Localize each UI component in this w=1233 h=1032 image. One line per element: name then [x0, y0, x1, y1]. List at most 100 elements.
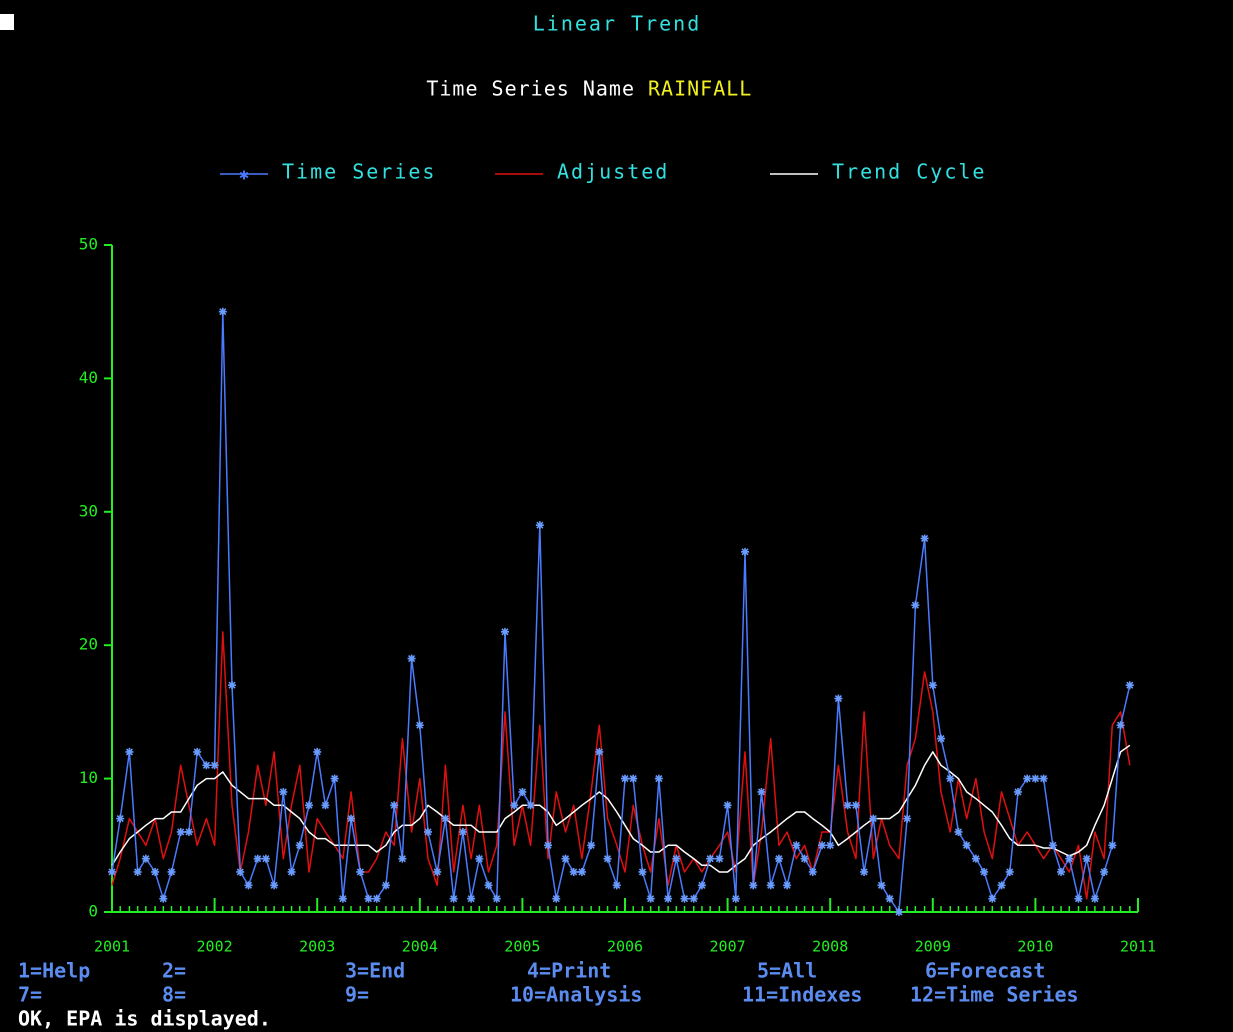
data-point [424, 827, 433, 836]
function-key: 10=Analysis [510, 983, 642, 1007]
data-point [715, 854, 724, 863]
data-point [561, 854, 570, 863]
data-point [577, 867, 586, 876]
data-point [1100, 867, 1109, 876]
data-point [885, 894, 894, 903]
function-key: 3=End [345, 959, 405, 983]
x-tick-label: 2003 [299, 938, 335, 956]
data-point [971, 854, 980, 863]
data-point [1082, 854, 1091, 863]
data-point [962, 841, 971, 850]
data-point [843, 801, 852, 810]
data-point [151, 867, 160, 876]
data-point [937, 734, 946, 743]
data-point [1074, 894, 1083, 903]
y-tick-label: 20 [79, 635, 98, 654]
data-point [398, 854, 407, 863]
data-point [210, 761, 219, 770]
data-point [664, 894, 673, 903]
data-point [697, 881, 706, 890]
function-key: 4=Print [527, 959, 611, 983]
data-point [988, 894, 997, 903]
data-point [774, 854, 783, 863]
data-point [133, 867, 142, 876]
data-point [364, 894, 373, 903]
x-tick-label: 2004 [402, 938, 438, 956]
data-point [672, 854, 681, 863]
data-point [1057, 867, 1066, 876]
data-point [646, 894, 655, 903]
data-point [270, 881, 279, 890]
data-point [741, 547, 750, 556]
data-point [749, 881, 758, 890]
data-point [475, 854, 484, 863]
data-point [1125, 681, 1134, 690]
data-point [433, 867, 442, 876]
data-point [808, 867, 817, 876]
data-point [458, 827, 467, 836]
data-point [390, 801, 399, 810]
data-point [946, 774, 955, 783]
data-point [1065, 854, 1074, 863]
y-tick-label: 0 [88, 902, 98, 921]
x-tick-label: 2002 [197, 938, 233, 956]
data-point [1031, 774, 1040, 783]
x-tick-label: 2005 [504, 938, 540, 956]
function-key: 9= [345, 983, 369, 1007]
data-point [783, 881, 792, 890]
data-point [228, 681, 237, 690]
data-point [125, 747, 134, 756]
y-tick-label: 10 [79, 768, 98, 787]
data-point [467, 894, 476, 903]
data-point [903, 814, 912, 823]
data-point [629, 774, 638, 783]
x-tick-label: 2009 [915, 938, 951, 956]
data-point [441, 814, 450, 823]
function-key: 8= [162, 983, 186, 1007]
data-point [612, 881, 621, 890]
data-point [218, 307, 227, 316]
data-point [407, 654, 416, 663]
data-point [654, 774, 663, 783]
data-point [706, 854, 715, 863]
data-point [587, 841, 596, 850]
data-point [860, 867, 869, 876]
data-point [928, 681, 937, 690]
data-point [321, 801, 330, 810]
legend-label: Trend Cycle [832, 160, 986, 184]
data-point [680, 894, 689, 903]
data-point [176, 827, 185, 836]
data-point [569, 867, 578, 876]
data-point [244, 881, 253, 890]
data-point [261, 854, 270, 863]
data-point [723, 801, 732, 810]
data-point [141, 854, 150, 863]
data-point [638, 867, 647, 876]
data-point [415, 721, 424, 730]
subtitle-label: Time Series Name [426, 77, 635, 101]
x-tick-label: 2001 [94, 938, 130, 956]
data-point [869, 814, 878, 823]
data-point [689, 894, 698, 903]
data-point [911, 601, 920, 610]
x-tick-label: 2010 [1017, 938, 1053, 956]
data-point [792, 841, 801, 850]
subtitle-value: RAINFALL [648, 77, 752, 101]
data-point [997, 881, 1006, 890]
data-point [279, 787, 288, 796]
function-key: 12=Time Series [910, 983, 1079, 1007]
data-point [330, 774, 339, 783]
data-point [159, 894, 168, 903]
data-point [167, 867, 176, 876]
x-tick-label: 2007 [710, 938, 746, 956]
data-point [484, 881, 493, 890]
data-point [116, 814, 125, 823]
data-point [766, 881, 775, 890]
legend-label: Adjusted [557, 160, 669, 184]
data-point [1023, 774, 1032, 783]
data-point [526, 801, 535, 810]
data-point [236, 867, 245, 876]
data-point [1005, 867, 1014, 876]
function-key: 6=Forecast [925, 959, 1045, 983]
